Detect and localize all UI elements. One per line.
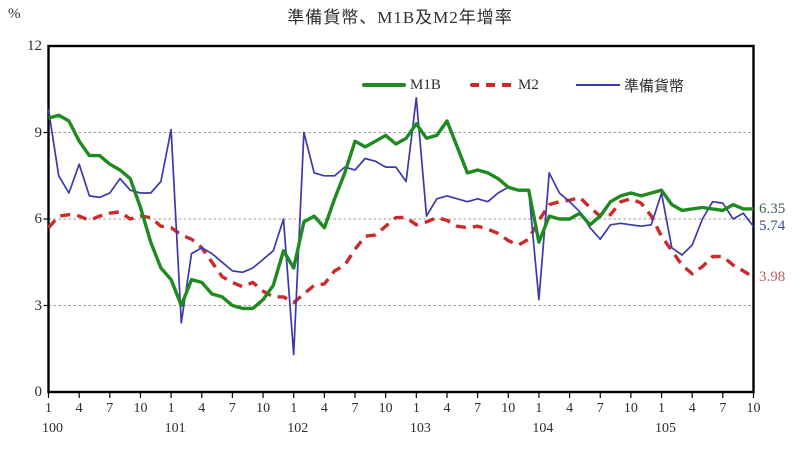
end-value-label-reserve-money: 5.74 (759, 218, 786, 235)
y-axis-tick-label-3: 3 (34, 297, 43, 314)
x-tick-label-month: 4 (76, 401, 83, 416)
y-axis-tick-label-6: 6 (34, 211, 43, 227)
y-axis-tick-label-12: 12 (27, 38, 42, 54)
legend-swatch-reserve-money-line (576, 84, 620, 86)
x-axis-year-label: 101 (165, 421, 186, 436)
legend-item-m1b: M1B (362, 76, 441, 94)
x-tick-label-month: 1 (45, 401, 52, 416)
x-tick-label-month: 4 (566, 401, 573, 416)
x-axis-year-label: 104 (532, 421, 553, 436)
x-tick-label-month: 4 (198, 401, 205, 416)
series-line-reserve-money (47, 97, 755, 356)
x-axis-year-label: 100 (42, 421, 63, 436)
x-tick-label-month: 7 (106, 401, 113, 416)
end-value-label-m1b: 6.35 (759, 200, 786, 217)
chart-legend: M1B M2 準備貨幣 (0, 76, 800, 96)
x-tick-label-month: 10 (747, 401, 761, 416)
legend-label-m1b: M1B (410, 76, 441, 93)
x-tick-label-month: 10 (501, 401, 515, 416)
x-tick-label-month: 1 (658, 401, 665, 416)
x-tick-label-month: 7 (597, 401, 604, 416)
x-tick-label-month: 1 (413, 401, 420, 416)
legend-label-reserve-money: 準備貨幣 (624, 78, 685, 95)
x-tick-label-month: 7 (474, 401, 481, 416)
x-axis-year-label: 102 (287, 421, 308, 436)
x-tick-label-month: 1 (290, 401, 297, 416)
legend-label-m2: M2 (518, 76, 539, 93)
end-value-label-m2: 3.98 (759, 269, 786, 286)
legend-item-reserve-money: 準備貨幣 (576, 76, 685, 95)
x-tick-label-month: 1 (168, 401, 175, 416)
y-axis-tick-label-0: 0 (34, 384, 43, 400)
x-tick-label-month: 10 (624, 401, 638, 416)
x-tick-label-month: 7 (352, 401, 359, 416)
y-axis-unit-label: % (8, 6, 21, 22)
x-tick-label-month: 10 (133, 401, 147, 416)
x-tick-label-month: 10 (256, 401, 270, 416)
x-tick-label-month: 4 (321, 401, 328, 416)
x-tick-label-month: 10 (379, 401, 393, 416)
x-tick-label-month: 1 (535, 401, 542, 416)
x-tick-label-month: 7 (229, 401, 236, 416)
x-tick-label-month: 4 (689, 401, 696, 416)
series-line-m2 (47, 195, 755, 305)
legend-swatch-m2-dashed-line (470, 83, 514, 87)
x-tick-label-month: 7 (719, 401, 726, 416)
legend-item-m2: M2 (470, 76, 539, 94)
y-axis-tick-label-9: 9 (34, 124, 43, 141)
x-axis-year-label: 105 (655, 421, 676, 436)
chart-title: 準備貨幣、M1B及M2年增率 (287, 8, 513, 27)
legend-swatch-m1b-line (362, 83, 406, 87)
x-axis-year-label: 103 (410, 421, 431, 436)
series-line-m1b (48, 113, 754, 311)
x-tick-label-month: 4 (443, 401, 450, 416)
